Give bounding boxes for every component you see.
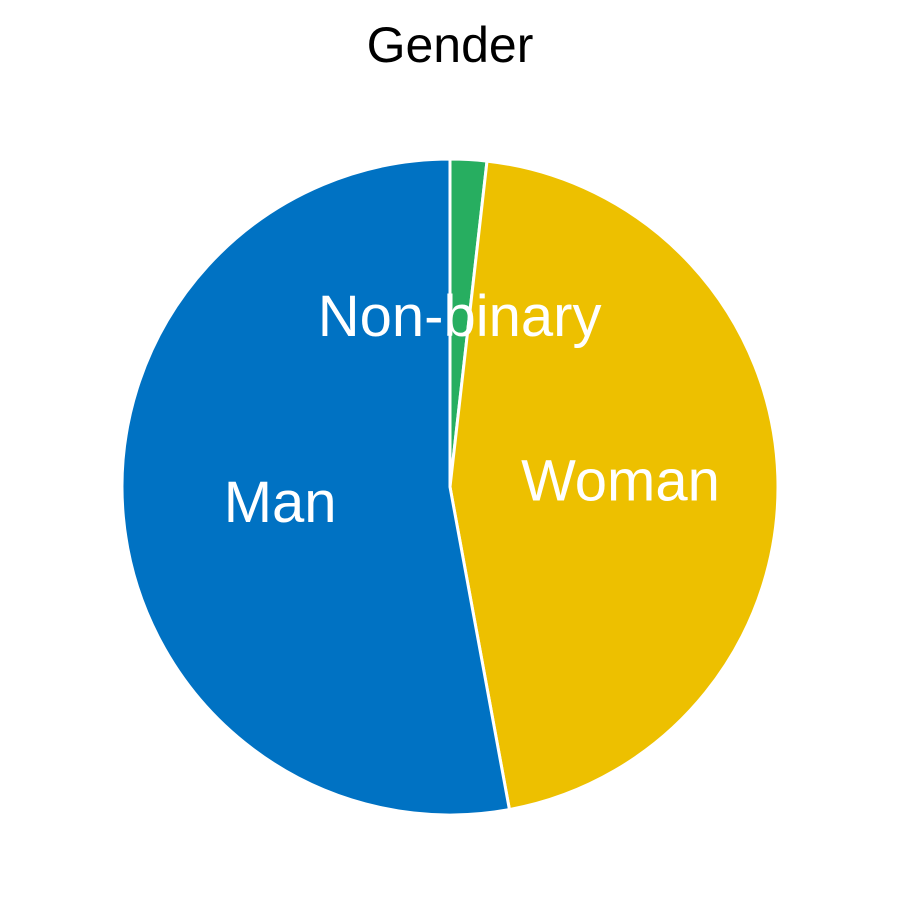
- chart-title: Gender: [366, 17, 534, 73]
- pie-labels: Non-binary Woman Man: [224, 284, 720, 535]
- pie-label-woman: Woman: [521, 449, 720, 514]
- pie-label-man: Man: [224, 470, 337, 535]
- pie-label-non-binary: Non-binary: [318, 284, 602, 349]
- pie-slices: [120, 157, 780, 817]
- pie-slice-woman: [448, 159, 780, 812]
- pie-slice-man: [120, 157, 511, 817]
